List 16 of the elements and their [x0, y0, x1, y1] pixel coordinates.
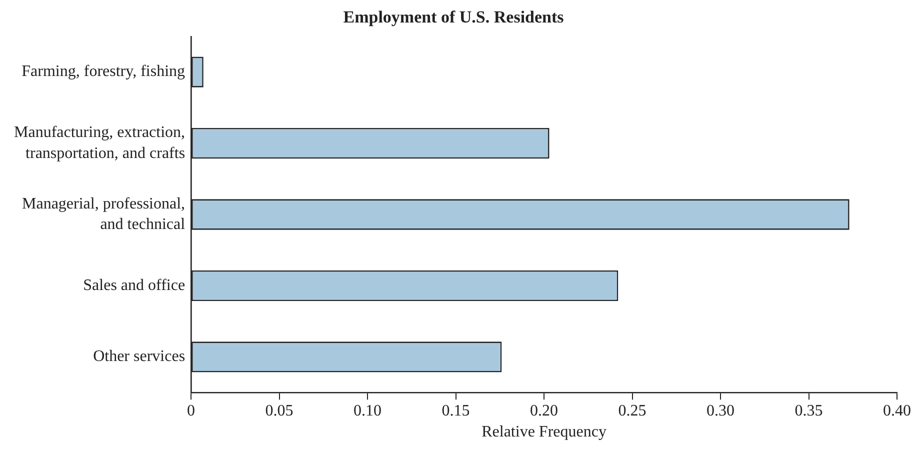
x-tick-label: 0.25 [618, 402, 646, 420]
x-axis-title: Relative Frequency [482, 424, 606, 441]
chart-title: Employment of U.S. Residents [343, 8, 564, 27]
y-tick-label: Managerial, professional, and technical [22, 195, 186, 234]
y-tick-label: Other services [93, 348, 186, 366]
y-tick-label: Farming, forestry, fishing [22, 63, 186, 80]
x-tick-label: 0.15 [442, 402, 470, 420]
x-tick-label: 0.20 [530, 402, 558, 420]
x-tick-label: 0.10 [354, 402, 382, 420]
x-tick-label: 0.05 [265, 402, 294, 420]
x-tick-label: 0 [187, 402, 196, 420]
x-tick-label: 0.30 [706, 402, 735, 420]
x-tick-label: 0.35 [794, 402, 823, 420]
y-tick-label: Manufacturing, extraction, transportation, and crafts [14, 124, 186, 162]
x-tick-label: 0.40 [883, 402, 911, 420]
y-tick-label: Sales and office [83, 276, 186, 294]
